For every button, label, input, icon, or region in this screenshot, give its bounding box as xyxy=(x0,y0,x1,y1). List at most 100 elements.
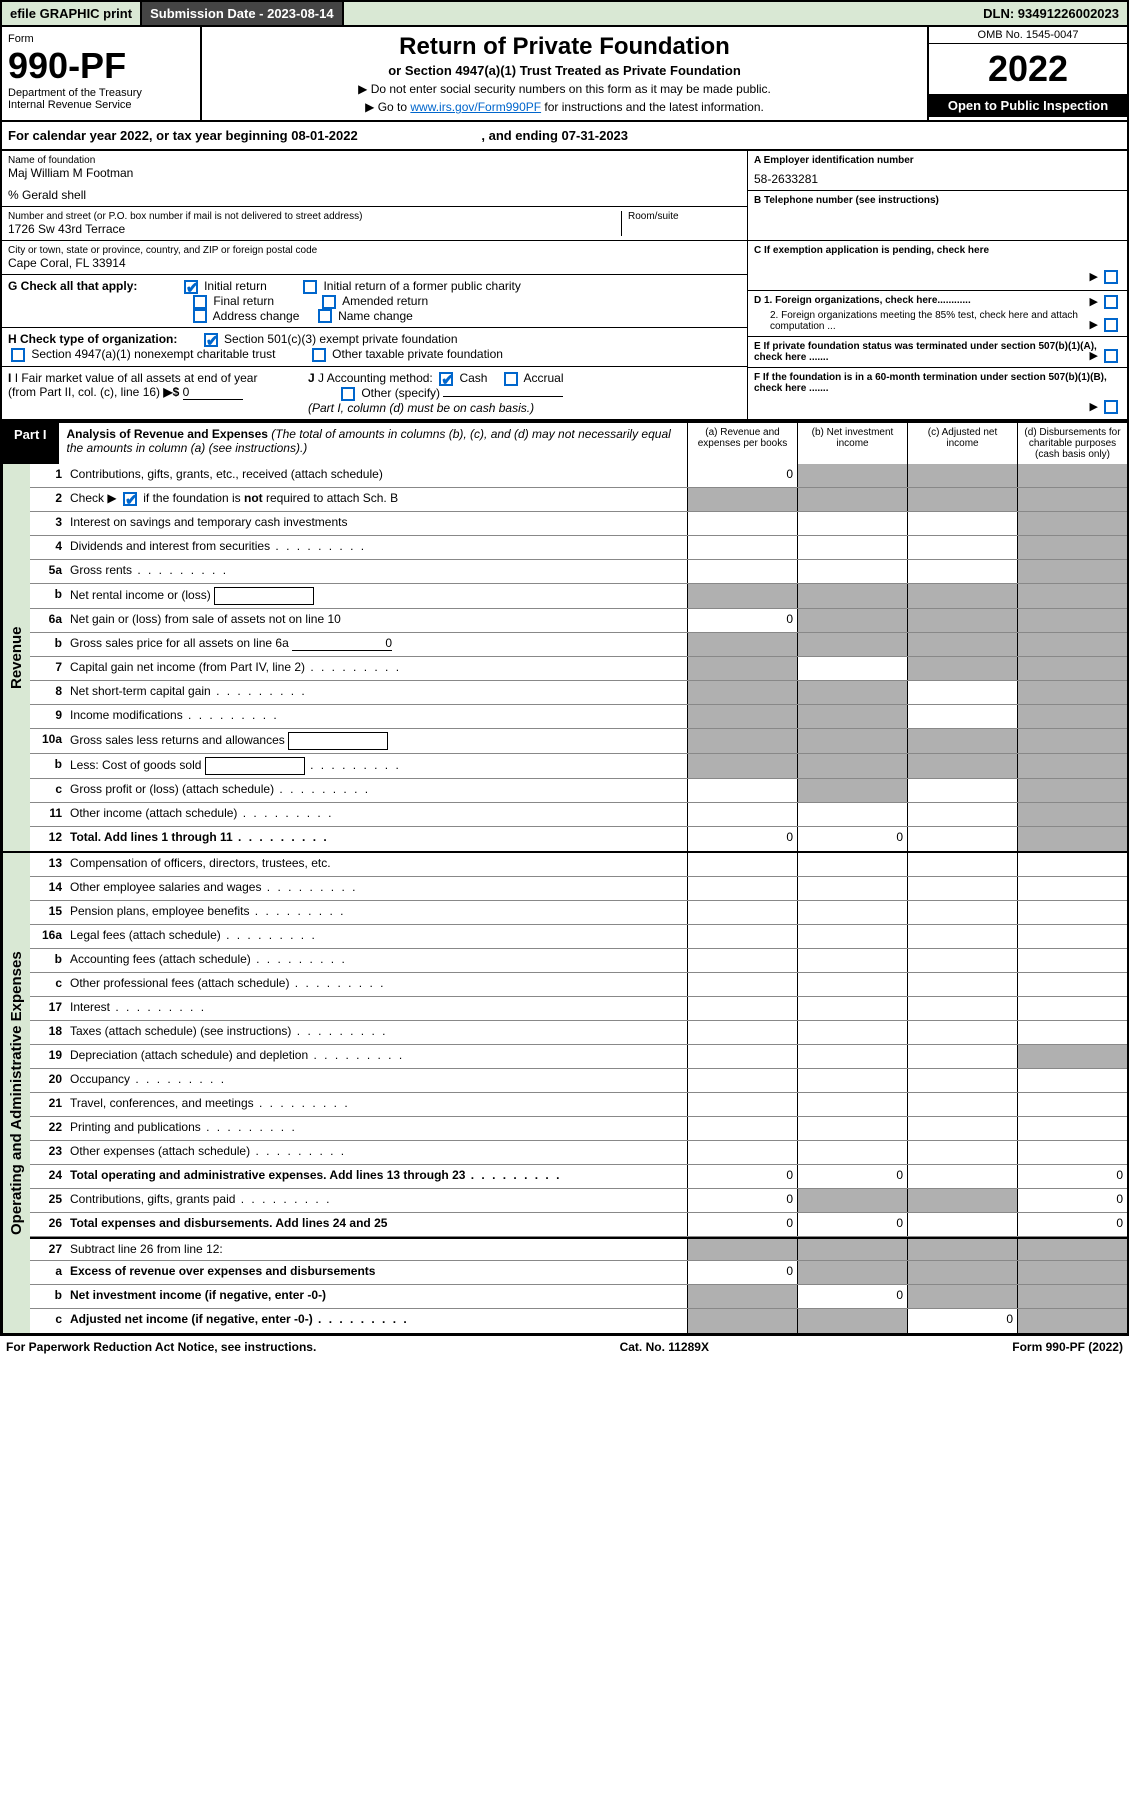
cell-col-a xyxy=(687,488,797,511)
row-description: Subtract line 26 from line 12: xyxy=(66,1239,687,1260)
cell-col-b xyxy=(797,657,907,680)
cell-col-d: 0 xyxy=(1017,1165,1127,1188)
cell-col-a xyxy=(687,853,797,876)
cell-col-a xyxy=(687,1309,797,1333)
table-row: 23Other expenses (attach schedule) xyxy=(30,1141,1127,1165)
row-number: 20 xyxy=(30,1069,66,1092)
cell-col-c xyxy=(907,705,1017,728)
cell-col-b xyxy=(797,1141,907,1164)
cell-col-a: 0 xyxy=(687,1213,797,1236)
d1-checkbox[interactable] xyxy=(1104,295,1118,309)
cell-col-d xyxy=(1017,1285,1127,1308)
cell-col-b xyxy=(797,1261,907,1284)
table-row: 22Printing and publications xyxy=(30,1117,1127,1141)
cell-col-d xyxy=(1017,754,1127,778)
row-description: Compensation of officers, directors, tru… xyxy=(66,853,687,876)
cell-col-b xyxy=(797,997,907,1020)
table-row: bGross sales price for all assets on lin… xyxy=(30,633,1127,657)
efile-button[interactable]: efile GRAPHIC print xyxy=(2,2,142,25)
table-row: 5aGross rents xyxy=(30,560,1127,584)
cell-col-b: 0 xyxy=(797,827,907,851)
row-description: Net gain or (loss) from sale of assets n… xyxy=(66,609,687,632)
footer-center: Cat. No. 11289X xyxy=(620,1340,709,1354)
table-row: 3Interest on savings and temporary cash … xyxy=(30,512,1127,536)
table-row: 1Contributions, gifts, grants, etc., rec… xyxy=(30,464,1127,488)
4947-checkbox[interactable] xyxy=(11,348,25,362)
row-number: 14 xyxy=(30,877,66,900)
cell-col-b xyxy=(797,512,907,535)
cell-col-d xyxy=(1017,536,1127,559)
irs-link[interactable]: www.irs.gov/Form990PF xyxy=(410,100,541,114)
final-return-checkbox[interactable] xyxy=(193,295,207,309)
cell-col-d xyxy=(1017,877,1127,900)
row-description: Other employee salaries and wages xyxy=(66,877,687,900)
cell-col-d xyxy=(1017,584,1127,608)
row-number: 21 xyxy=(30,1093,66,1116)
501c3-checkbox[interactable] xyxy=(204,333,218,347)
cell-col-a xyxy=(687,877,797,900)
cell-col-b xyxy=(797,973,907,996)
table-row: 25Contributions, gifts, grants paid00 xyxy=(30,1189,1127,1213)
cell-col-d xyxy=(1017,1309,1127,1333)
cell-col-c xyxy=(907,901,1017,924)
cell-col-c xyxy=(907,729,1017,753)
accrual-checkbox[interactable] xyxy=(504,372,518,386)
table-row: bLess: Cost of goods sold xyxy=(30,754,1127,779)
row-number: a xyxy=(30,1261,66,1284)
cell-col-b xyxy=(797,803,907,826)
cell-col-d xyxy=(1017,560,1127,583)
row-number: 5a xyxy=(30,560,66,583)
initial-former-checkbox[interactable] xyxy=(303,280,317,294)
g-check-row: G Check all that apply: Initial return I… xyxy=(2,275,747,328)
other-taxable-checkbox[interactable] xyxy=(312,348,326,362)
cell-col-b xyxy=(797,464,907,487)
cell-col-c xyxy=(907,997,1017,1020)
table-row: 11Other income (attach schedule) xyxy=(30,803,1127,827)
cell-col-c xyxy=(907,1021,1017,1044)
cell-col-b xyxy=(797,1117,907,1140)
cell-col-a xyxy=(687,705,797,728)
cell-col-a xyxy=(687,1045,797,1068)
row-number: 10a xyxy=(30,729,66,753)
cell-col-b xyxy=(797,877,907,900)
f-checkbox[interactable] xyxy=(1104,400,1118,414)
cell-col-c xyxy=(907,949,1017,972)
cell-col-a xyxy=(687,779,797,802)
e-checkbox[interactable] xyxy=(1104,349,1118,363)
initial-return-checkbox[interactable] xyxy=(184,280,198,294)
row-description: Other income (attach schedule) xyxy=(66,803,687,826)
cell-col-c xyxy=(907,1261,1017,1284)
other-method-checkbox[interactable] xyxy=(341,387,355,401)
row-number: 23 xyxy=(30,1141,66,1164)
cell-col-c xyxy=(907,877,1017,900)
part1-desc: Analysis of Revenue and Expenses (The to… xyxy=(59,421,687,464)
cell-col-a xyxy=(687,536,797,559)
row-number: 1 xyxy=(30,464,66,487)
entity-info: Name of foundation Maj William M Footman… xyxy=(0,151,1129,421)
cell-col-c xyxy=(907,1213,1017,1236)
cash-checkbox[interactable] xyxy=(439,372,453,386)
cell-col-b xyxy=(797,609,907,632)
c-checkbox[interactable] xyxy=(1104,270,1118,284)
cell-col-d xyxy=(1017,803,1127,826)
cell-col-a xyxy=(687,1069,797,1092)
d2-checkbox[interactable] xyxy=(1104,318,1118,332)
amended-checkbox[interactable] xyxy=(322,295,336,309)
row-number: 6a xyxy=(30,609,66,632)
col-c-header: (c) Adjusted net income xyxy=(907,421,1017,464)
cell-col-a xyxy=(687,1141,797,1164)
cell-col-a xyxy=(687,633,797,656)
cell-col-d xyxy=(1017,1239,1127,1260)
cell-col-b: 0 xyxy=(797,1213,907,1236)
cell-col-c xyxy=(907,609,1017,632)
name-change-checkbox[interactable] xyxy=(318,309,332,323)
row-number: b xyxy=(30,949,66,972)
sch-b-checkbox[interactable] xyxy=(123,492,137,506)
cell-col-d xyxy=(1017,853,1127,876)
address-change-checkbox[interactable] xyxy=(193,309,207,323)
cell-col-a xyxy=(687,901,797,924)
cell-col-d xyxy=(1017,1141,1127,1164)
row-number: 3 xyxy=(30,512,66,535)
part1-label: Part I xyxy=(2,421,59,464)
row-number: 27 xyxy=(30,1239,66,1260)
